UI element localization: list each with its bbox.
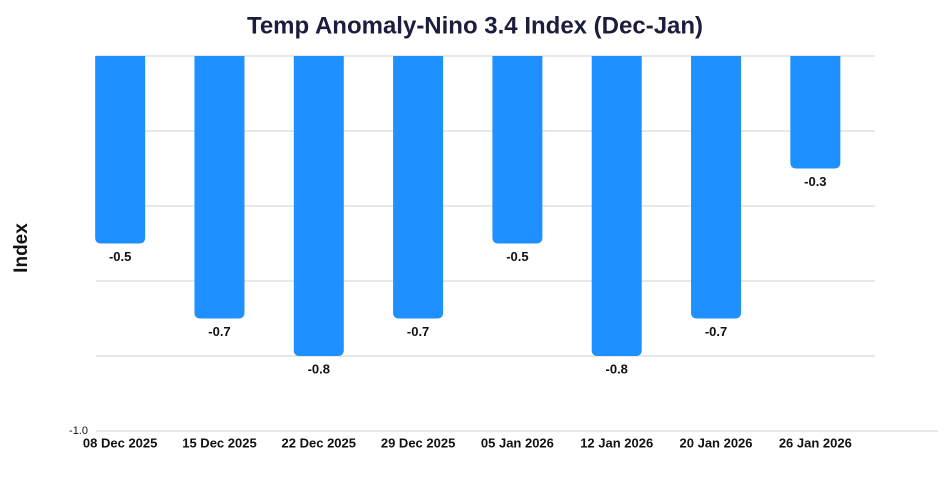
bar (293, 56, 344, 356)
value-label: -0.3 (804, 174, 826, 189)
bar (194, 56, 245, 319)
bar (691, 56, 742, 319)
bar (393, 56, 444, 319)
x-tick-label: 15 Dec 2025 (182, 435, 256, 450)
x-tick-label: 08 Dec 2025 (83, 435, 157, 450)
value-label: -0.5 (506, 249, 528, 264)
value-label: -0.8 (308, 361, 330, 376)
x-tick-label: 12 Jan 2026 (580, 435, 653, 450)
x-tick-label: 05 Jan 2026 (481, 435, 554, 450)
value-label: -0.8 (606, 361, 628, 376)
value-label: -0.7 (407, 324, 429, 339)
chart-title: Temp Anomaly-Nino 3.4 Index (Dec-Jan) (247, 12, 703, 39)
bar (95, 56, 146, 244)
x-tick-label: 29 Dec 2025 (381, 435, 455, 450)
y-tick-label: -1.0 (69, 425, 88, 437)
x-tick-label: 20 Jan 2026 (680, 435, 753, 450)
value-label: -0.7 (208, 324, 230, 339)
value-label: -0.7 (705, 324, 727, 339)
x-tick-label: 26 Jan 2026 (779, 435, 852, 450)
x-tick-label: 22 Dec 2025 (282, 435, 356, 450)
bar (591, 56, 642, 356)
value-label: -0.5 (109, 249, 131, 264)
bar (492, 56, 543, 244)
y-axis-label: Index (11, 223, 32, 273)
bar (790, 56, 841, 169)
